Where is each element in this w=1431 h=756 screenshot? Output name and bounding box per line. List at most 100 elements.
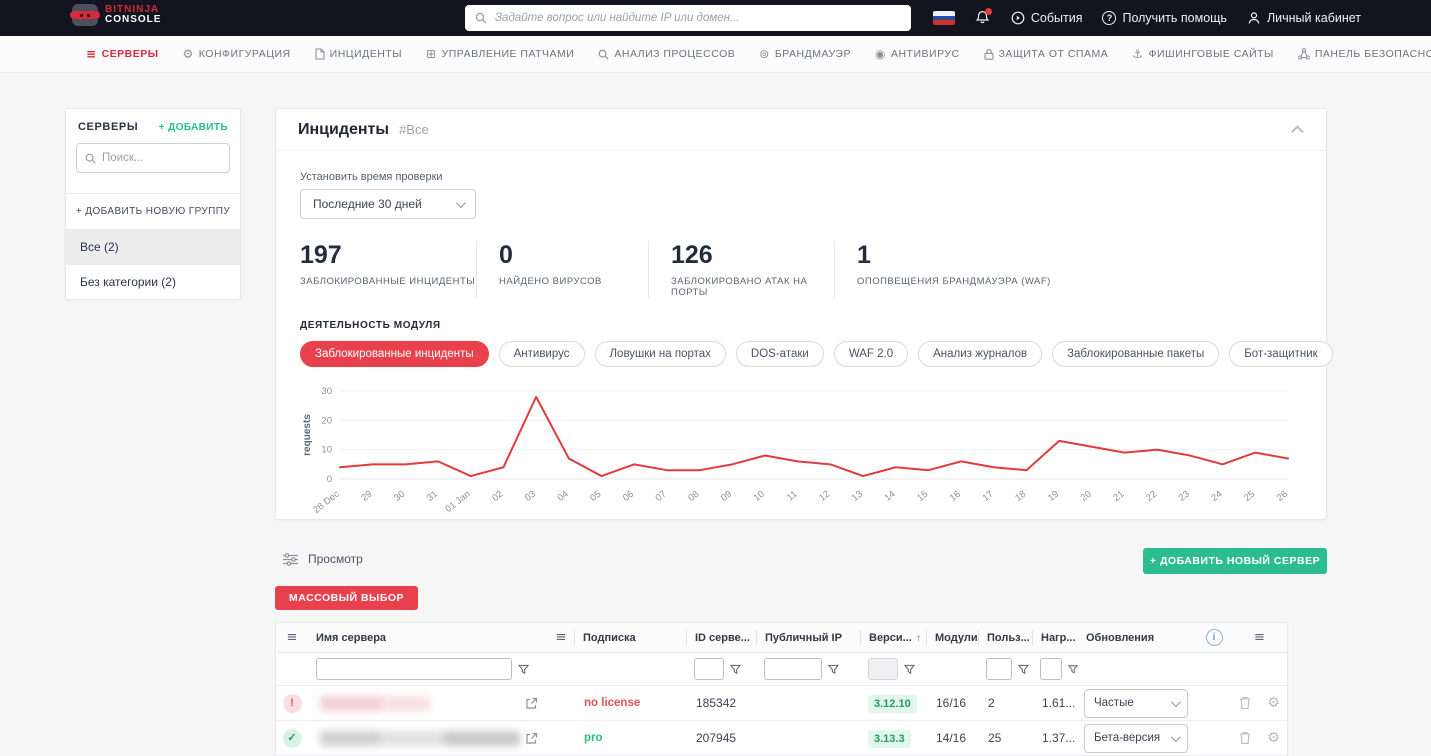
svg-text:09: 09 bbox=[719, 489, 734, 504]
nav-incidents[interactable]: ИНЦИДЕНТЫ bbox=[315, 48, 402, 60]
col-updates[interactable]: Обновления bbox=[1078, 630, 1196, 646]
modules-value: 14/16 bbox=[926, 731, 978, 745]
col-version[interactable]: Верси...↑ bbox=[860, 630, 926, 646]
sidebar-group-all[interactable]: Все (2) bbox=[66, 229, 240, 264]
table-row[interactable]: ! no license 185342 3.12.10 16/16 2 1.61… bbox=[276, 686, 1287, 721]
col-public-ip[interactable]: Публичный IP bbox=[756, 630, 860, 646]
subscription-value: pro bbox=[574, 732, 686, 744]
info-icon[interactable]: i bbox=[1206, 629, 1223, 646]
external-link-icon[interactable] bbox=[525, 697, 538, 710]
version-badge: 3.13.3 bbox=[868, 730, 911, 748]
gear-icon[interactable]: ⚙ bbox=[1267, 731, 1280, 745]
filter-funnel-icon[interactable] bbox=[1018, 664, 1029, 675]
trash-icon[interactable] bbox=[1239, 731, 1251, 745]
filter-ip-input[interactable] bbox=[764, 658, 822, 680]
help-menu[interactable]: ? Получить помощь bbox=[1102, 11, 1226, 25]
nav-patch-management[interactable]: ⊞ УПРАВЛЕНИЕ ПАТЧАМИ bbox=[426, 47, 574, 61]
col-server-name[interactable]: Имя сервера bbox=[308, 630, 548, 646]
sliders-icon bbox=[283, 553, 298, 566]
language-flag-ru[interactable] bbox=[933, 11, 955, 25]
nav-phishing-sites[interactable]: ⚓ ФИШИНГОВЫЕ САЙТЫ bbox=[1132, 47, 1274, 61]
svg-text:21: 21 bbox=[1111, 489, 1126, 504]
filter-funnel-icon[interactable] bbox=[518, 664, 529, 675]
incidents-panel: Инциденты #Все Установить время проверки… bbox=[275, 108, 1327, 520]
add-new-server-button[interactable]: + ДОБАВИТЬ НОВЫЙ СЕРВЕР bbox=[1143, 548, 1327, 574]
filter-funnel-icon[interactable] bbox=[1068, 664, 1078, 675]
filter-id-input[interactable] bbox=[694, 658, 724, 680]
table-settings-icon[interactable]: ≡ bbox=[1232, 630, 1287, 645]
time-filter-label: Установить время проверки bbox=[300, 171, 1302, 183]
chip-dos-attacks[interactable]: DOS-атаки bbox=[736, 341, 824, 367]
nav-servers[interactable]: ≡ СЕРВЕРЫ bbox=[86, 47, 159, 61]
chip-antivirus[interactable]: Антивирус bbox=[499, 341, 585, 367]
search-icon bbox=[598, 49, 609, 60]
gear-icon[interactable]: ⚙ bbox=[1267, 696, 1280, 710]
col-subscription[interactable]: Подписка bbox=[574, 630, 686, 646]
filter-funnel-icon[interactable] bbox=[730, 664, 741, 675]
svg-text:31: 31 bbox=[425, 489, 440, 504]
svg-text:30: 30 bbox=[392, 489, 407, 504]
bitninja-logo[interactable]: BITNINJA CONSOLE bbox=[72, 4, 161, 26]
chip-blocked-incidents[interactable]: Заблокированные инциденты bbox=[300, 341, 489, 367]
nav-configuration[interactable]: ⚙ КОНФИГУРАЦИЯ bbox=[183, 47, 291, 61]
nav-process-analysis[interactable]: АНАЛИЗ ПРОЦЕССОВ bbox=[598, 48, 735, 60]
chip-port-honeypots[interactable]: Ловушки на портах bbox=[595, 341, 726, 367]
subscription-value: no license bbox=[574, 697, 686, 709]
svg-text:03: 03 bbox=[523, 489, 538, 504]
col-load[interactable]: Нагр... bbox=[1032, 630, 1078, 646]
search-icon bbox=[475, 12, 487, 24]
stat-port-attacks-blocked: 126 ЗАБЛОКИРОВАНО АТАК НА ПОРТЫ bbox=[648, 241, 834, 298]
filter-funnel-icon[interactable] bbox=[828, 664, 839, 675]
updates-select[interactable]: Бета-версия bbox=[1084, 724, 1188, 753]
search-input[interactable] bbox=[495, 12, 901, 24]
collapse-chevron-icon[interactable] bbox=[1291, 125, 1304, 138]
svg-text:12: 12 bbox=[817, 489, 832, 504]
table-row[interactable]: ✓ pro 207945 3.13.3 14/16 25 1.37... Бет… bbox=[276, 721, 1287, 756]
chevron-down-icon bbox=[1171, 697, 1181, 707]
filter-funnel-icon[interactable] bbox=[904, 664, 915, 675]
account-menu[interactable]: Личный кабинет bbox=[1247, 11, 1361, 25]
svg-text:20: 20 bbox=[321, 415, 332, 426]
filter-load-input[interactable] bbox=[1040, 658, 1062, 680]
trash-icon[interactable] bbox=[1239, 696, 1251, 710]
filter-name-input[interactable] bbox=[316, 658, 512, 680]
nav-site-security-panel[interactable]: ПАНЕЛЬ БЕЗОПАСНОСТИ САЙТА bbox=[1298, 48, 1431, 60]
sidebar-group-uncategorized[interactable]: Без категории (2) bbox=[66, 264, 240, 299]
question-icon: ? bbox=[1102, 11, 1116, 25]
chip-log-analysis[interactable]: Анализ журналов bbox=[918, 341, 1042, 367]
sidebar-search-input[interactable] bbox=[102, 152, 221, 164]
filter-users-input[interactable] bbox=[986, 658, 1012, 680]
add-server-link[interactable]: + ДОБАВИТЬ bbox=[159, 122, 228, 133]
table-menu-icon[interactable]: ≡ bbox=[276, 630, 308, 645]
events-menu[interactable]: События bbox=[1011, 11, 1083, 25]
panel-subtitle: #Все bbox=[399, 122, 429, 137]
col-server-id[interactable]: ID серве... bbox=[686, 630, 756, 646]
chip-blocked-packets[interactable]: Заблокированные пакеты bbox=[1052, 341, 1219, 367]
nav-firewall[interactable]: ⊚ БРАНДМАУЭР bbox=[759, 47, 851, 61]
col-modules[interactable]: Модули bbox=[926, 630, 978, 646]
col-users[interactable]: Польз... bbox=[978, 630, 1032, 646]
redacted-server-name bbox=[320, 731, 520, 746]
external-link-icon[interactable] bbox=[525, 732, 538, 745]
time-filter-select[interactable]: Последние 30 дней bbox=[300, 189, 476, 219]
ok-status-icon: ✓ bbox=[283, 729, 302, 748]
add-group-button[interactable]: + ДОБАВИТЬ НОВУЮ ГРУППУ bbox=[66, 193, 240, 229]
users-value: 25 bbox=[978, 731, 1032, 745]
column-menu-icon[interactable]: ≡ bbox=[548, 630, 574, 645]
svg-text:requests: requests bbox=[302, 414, 313, 456]
updates-select[interactable]: Частые bbox=[1084, 689, 1188, 718]
servers-sidebar: СЕРВЕРЫ + ДОБАВИТЬ + ДОБАВИТЬ НОВУЮ ГРУП… bbox=[65, 108, 241, 300]
stat-waf-alerts: 1 ОПОПВЕЩЕНИЯ БРАНДМАУЭРА (WAF) bbox=[834, 241, 1051, 298]
chevron-down-icon bbox=[456, 198, 466, 208]
bulk-select-button[interactable]: МАССОВЫЙ ВЫБОР bbox=[275, 586, 418, 610]
notifications-bell-icon[interactable] bbox=[975, 10, 991, 26]
svg-text:28 Dec: 28 Dec bbox=[311, 489, 342, 513]
nav-antivirus[interactable]: ◉ АНТИВИРУС bbox=[875, 47, 960, 61]
top-header: BITNINJA CONSOLE События ? bbox=[0, 0, 1431, 36]
svg-text:04: 04 bbox=[556, 489, 571, 504]
view-toggle[interactable]: Просмотр bbox=[283, 552, 363, 566]
nav-spam-protection[interactable]: ЗАЩИТА ОТ СПАМА bbox=[984, 48, 1109, 60]
chip-waf[interactable]: WAF 2.0 bbox=[834, 341, 908, 367]
chevron-down-icon bbox=[1171, 732, 1181, 742]
chip-bot-defender[interactable]: Бот-защитник bbox=[1229, 341, 1332, 367]
